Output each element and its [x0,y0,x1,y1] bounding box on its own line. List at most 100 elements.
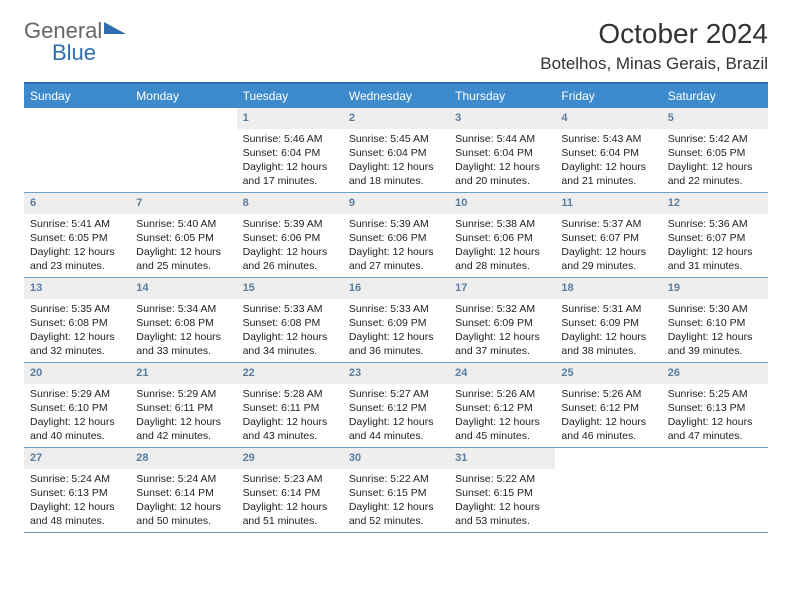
calendar-cell: 3Sunrise: 5:44 AMSunset: 6:04 PMDaylight… [449,108,555,192]
day-body: Sunrise: 5:44 AMSunset: 6:04 PMDaylight:… [449,129,555,192]
day-body: Sunrise: 5:24 AMSunset: 6:13 PMDaylight:… [24,469,130,532]
daylight-line: Daylight: 12 hours and 20 minutes. [455,160,549,188]
daylight-line: Daylight: 12 hours and 25 minutes. [136,245,230,273]
calendar-cell: 12Sunrise: 5:36 AMSunset: 6:07 PMDayligh… [662,193,768,277]
sunrise-line: Sunrise: 5:45 AM [349,132,443,146]
day-body: Sunrise: 5:22 AMSunset: 6:15 PMDaylight:… [343,469,449,532]
sunset-line: Sunset: 6:05 PM [136,231,230,245]
calendar-cell: 1Sunrise: 5:46 AMSunset: 6:04 PMDaylight… [237,108,343,192]
day-number: 22 [237,363,343,384]
day-header: Tuesday [237,84,343,108]
day-number: 14 [130,278,236,299]
sunrise-line: Sunrise: 5:30 AM [668,302,762,316]
calendar-cell: 18Sunrise: 5:31 AMSunset: 6:09 PMDayligh… [555,278,661,362]
title-block: October 2024 Botelhos, Minas Gerais, Bra… [540,18,768,74]
calendar-week: 1Sunrise: 5:46 AMSunset: 6:04 PMDaylight… [24,108,768,193]
sunset-line: Sunset: 6:13 PM [668,401,762,415]
daylight-line: Daylight: 12 hours and 32 minutes. [30,330,124,358]
sunrise-line: Sunrise: 5:27 AM [349,387,443,401]
day-body: Sunrise: 5:38 AMSunset: 6:06 PMDaylight:… [449,214,555,277]
sunset-line: Sunset: 6:09 PM [349,316,443,330]
logo: General Blue [24,18,126,66]
day-number: 31 [449,448,555,469]
sunrise-line: Sunrise: 5:33 AM [243,302,337,316]
calendar-cell: 6Sunrise: 5:41 AMSunset: 6:05 PMDaylight… [24,193,130,277]
day-number: 12 [662,193,768,214]
daylight-line: Daylight: 12 hours and 29 minutes. [561,245,655,273]
daylight-line: Daylight: 12 hours and 53 minutes. [455,500,549,528]
sunset-line: Sunset: 6:08 PM [243,316,337,330]
day-number: 9 [343,193,449,214]
day-number: 3 [449,108,555,129]
calendar-week: 13Sunrise: 5:35 AMSunset: 6:08 PMDayligh… [24,278,768,363]
daylight-line: Daylight: 12 hours and 47 minutes. [668,415,762,443]
calendar-cell: 29Sunrise: 5:23 AMSunset: 6:14 PMDayligh… [237,448,343,532]
day-body: Sunrise: 5:39 AMSunset: 6:06 PMDaylight:… [237,214,343,277]
daylight-line: Daylight: 12 hours and 37 minutes. [455,330,549,358]
day-body: Sunrise: 5:33 AMSunset: 6:08 PMDaylight:… [237,299,343,362]
sunrise-line: Sunrise: 5:28 AM [243,387,337,401]
sunrise-line: Sunrise: 5:26 AM [561,387,655,401]
day-number: 16 [343,278,449,299]
sunset-line: Sunset: 6:04 PM [349,146,443,160]
day-number: 4 [555,108,661,129]
sunset-line: Sunset: 6:10 PM [668,316,762,330]
sunset-line: Sunset: 6:05 PM [668,146,762,160]
day-body: Sunrise: 5:23 AMSunset: 6:14 PMDaylight:… [237,469,343,532]
calendar-cell: 20Sunrise: 5:29 AMSunset: 6:10 PMDayligh… [24,363,130,447]
day-body: Sunrise: 5:43 AMSunset: 6:04 PMDaylight:… [555,129,661,192]
day-number: 30 [343,448,449,469]
calendar-cell: 24Sunrise: 5:26 AMSunset: 6:12 PMDayligh… [449,363,555,447]
sunset-line: Sunset: 6:08 PM [30,316,124,330]
day-number: 10 [449,193,555,214]
sunset-line: Sunset: 6:11 PM [136,401,230,415]
calendar-cell: 14Sunrise: 5:34 AMSunset: 6:08 PMDayligh… [130,278,236,362]
day-number: 29 [237,448,343,469]
daylight-line: Daylight: 12 hours and 26 minutes. [243,245,337,273]
sunset-line: Sunset: 6:09 PM [561,316,655,330]
location: Botelhos, Minas Gerais, Brazil [540,54,768,74]
day-number: 24 [449,363,555,384]
sunrise-line: Sunrise: 5:33 AM [349,302,443,316]
daylight-line: Daylight: 12 hours and 43 minutes. [243,415,337,443]
sunrise-line: Sunrise: 5:34 AM [136,302,230,316]
daylight-line: Daylight: 12 hours and 51 minutes. [243,500,337,528]
calendar-cell: 30Sunrise: 5:22 AMSunset: 6:15 PMDayligh… [343,448,449,532]
sunset-line: Sunset: 6:06 PM [455,231,549,245]
day-body: Sunrise: 5:41 AMSunset: 6:05 PMDaylight:… [24,214,130,277]
day-number: 26 [662,363,768,384]
calendar-cell: 26 Sunrise: 5:25 AMSunset: 6:13 PMDayligh… [662,363,768,447]
daylight-line: Daylight: 12 hours and 17 minutes. [243,160,337,188]
calendar-cell: 19Sunrise: 5:30 AMSunset: 6:10 PMDayligh… [662,278,768,362]
calendar-cell: 22Sunrise: 5:28 AMSunset: 6:11 PMDayligh… [237,363,343,447]
calendar-week: 27Sunrise: 5:24 AMSunset: 6:13 PMDayligh… [24,448,768,533]
sunrise-line: Sunrise: 5:35 AM [30,302,124,316]
sunrise-line: Sunrise: 5:29 AM [136,387,230,401]
sunset-line: Sunset: 6:12 PM [349,401,443,415]
day-body: Sunrise: 5:22 AMSunset: 6:15 PMDaylight:… [449,469,555,532]
page-title: October 2024 [540,18,768,50]
calendar-week: 20Sunrise: 5:29 AMSunset: 6:10 PMDayligh… [24,363,768,448]
sunrise-line: Sunrise: 5:24 AM [136,472,230,486]
calendar-cell [130,108,236,192]
calendar-cell: 25Sunrise: 5:26 AMSunset: 6:12 PMDayligh… [555,363,661,447]
day-header: Friday [555,84,661,108]
day-body: Sunrise: 5:39 AMSunset: 6:06 PMDaylight:… [343,214,449,277]
calendar-cell [662,448,768,532]
day-header-row: SundayMondayTuesdayWednesdayThursdayFrid… [24,84,768,108]
day-body: Sunrise: 5:27 AMSunset: 6:12 PMDaylight:… [343,384,449,447]
calendar-cell: 28Sunrise: 5:24 AMSunset: 6:14 PMDayligh… [130,448,236,532]
sunset-line: Sunset: 6:07 PM [561,231,655,245]
day-number: 6 [24,193,130,214]
day-number: 25 [555,363,661,384]
sunset-line: Sunset: 6:04 PM [243,146,337,160]
calendar-cell: 27Sunrise: 5:24 AMSunset: 6:13 PMDayligh… [24,448,130,532]
sunrise-line: Sunrise: 5:22 AM [349,472,443,486]
daylight-line: Daylight: 12 hours and 33 minutes. [136,330,230,358]
calendar-cell: 31Sunrise: 5:22 AMSunset: 6:15 PMDayligh… [449,448,555,532]
sunrise-line: Sunrise: 5:46 AM [243,132,337,146]
day-body: Sunrise: 5:36 AMSunset: 6:07 PMDaylight:… [662,214,768,277]
sunset-line: Sunset: 6:09 PM [455,316,549,330]
sunset-line: Sunset: 6:10 PM [30,401,124,415]
sunrise-line: Sunrise: 5:25 AM [668,387,762,401]
